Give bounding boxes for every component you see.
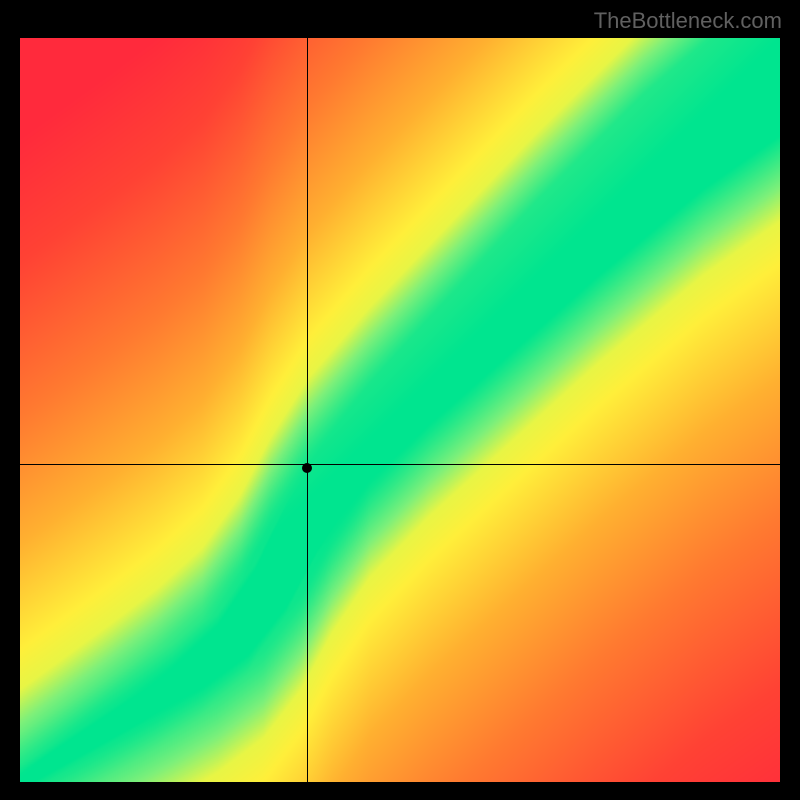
plot-area (20, 38, 780, 782)
crosshair-vertical (307, 38, 308, 782)
watermark-text: TheBottleneck.com (594, 8, 782, 34)
crosshair-horizontal (20, 464, 780, 465)
bottleneck-heatmap (20, 38, 780, 782)
selection-marker-dot (302, 463, 312, 473)
